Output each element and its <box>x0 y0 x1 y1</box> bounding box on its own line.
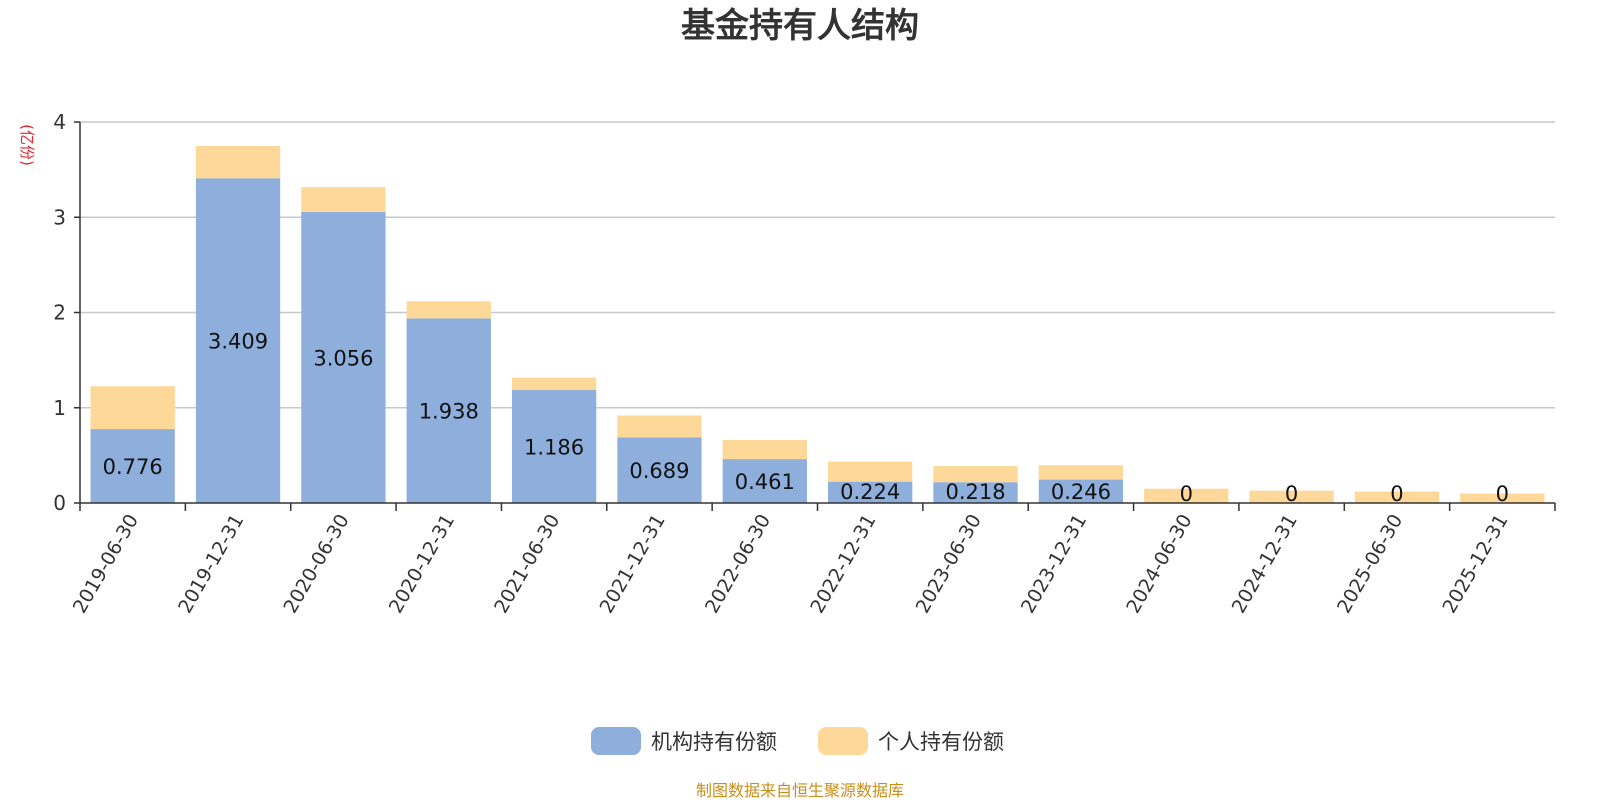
data-label: 0.224 <box>840 480 900 504</box>
bar-individual <box>1460 493 1545 503</box>
bar-individual <box>1354 491 1440 503</box>
data-label: 0.218 <box>945 480 1005 504</box>
legend-label: 个人持有份额 <box>878 730 1004 754</box>
bar-institutional <box>617 437 702 503</box>
y-tick-label: 1 <box>53 396 66 420</box>
data-label: 1.938 <box>419 400 479 424</box>
bar-institutional <box>301 211 386 503</box>
y-tick-label: 4 <box>53 110 66 134</box>
bar-institutional <box>1038 479 1124 503</box>
x-tick-label: 2021-12-31 <box>596 511 670 618</box>
data-label: 0.461 <box>735 470 795 494</box>
legend-label: 机构持有份额 <box>651 730 777 754</box>
bar-institutional <box>195 178 281 503</box>
x-tick-label: 2022-12-31 <box>806 511 880 618</box>
legend-item[interactable]: 机构持有份额 <box>591 727 777 755</box>
x-tick-label: 2024-06-30 <box>1122 511 1196 618</box>
data-label: 0 <box>1180 482 1193 506</box>
x-tick-label: 2021-06-30 <box>490 511 564 618</box>
x-tick-label: 2020-12-31 <box>385 511 459 618</box>
data-label: 0.689 <box>629 459 689 483</box>
y-tick-label: 3 <box>53 205 66 229</box>
bar-individual <box>828 461 913 482</box>
data-label: 0 <box>1285 482 1298 506</box>
bar-individual <box>195 145 281 179</box>
bars <box>90 145 1545 503</box>
bar-individual <box>1144 488 1229 503</box>
data-labels: 0.776 3.409 3.056 1.938 1.186 0.689 0.461 0.224… <box>103 330 1509 506</box>
data-label: 0 <box>1496 482 1509 506</box>
data-label: 0 <box>1390 482 1403 506</box>
bar-individual <box>90 386 175 430</box>
bar-individual <box>617 415 702 438</box>
y-tick-label: 2 <box>53 301 66 325</box>
bar-individual <box>722 440 807 460</box>
bar-institutional <box>828 481 913 503</box>
data-label: 0.776 <box>103 455 163 479</box>
x-tick-label: 2025-12-31 <box>1438 511 1512 618</box>
bar-institutional <box>933 482 1018 503</box>
bar-institutional <box>406 318 491 503</box>
data-label: 1.186 <box>524 436 584 460</box>
x-tick-label: 2025-06-30 <box>1333 511 1407 618</box>
legend-swatch <box>818 727 868 755</box>
bar-individual <box>406 301 491 319</box>
chart-title: 基金持有人结构 <box>681 6 919 46</box>
legend[interactable]: 机构持有份额 个人持有份额 <box>591 727 1004 755</box>
x-tick-label: 2019-06-30 <box>69 511 143 618</box>
x-tick-label: 2023-06-30 <box>912 510 986 617</box>
x-tick-label: 2019-12-31 <box>174 511 248 618</box>
x-tick-label: 2020-06-30 <box>279 511 353 618</box>
legend-item[interactable]: 个人持有份额 <box>818 727 1004 755</box>
y-axis-unit: (亿份) <box>18 124 36 166</box>
x-tick-label: 2023-12-31 <box>1017 511 1091 618</box>
data-label: 3.056 <box>313 346 373 370</box>
bar-institutional <box>722 459 807 503</box>
bar-individual <box>301 187 386 212</box>
x-tick-label: 2022-06-30 <box>701 511 775 618</box>
bar-institutional <box>511 390 597 503</box>
data-label: 0.246 <box>1051 480 1111 504</box>
y-tick-label: 0 <box>53 491 66 515</box>
x-tick-label: 2024-12-31 <box>1228 511 1302 618</box>
bar-individual <box>511 377 597 391</box>
bar-individual <box>933 466 1018 483</box>
source-note: 制图数据来自恒生聚源数据库 <box>696 781 904 800</box>
bar-individual <box>1038 465 1124 480</box>
data-label: 3.409 <box>208 330 268 354</box>
bar-individual <box>1249 490 1334 503</box>
legend-swatch <box>591 727 641 755</box>
bar-institutional <box>90 429 175 503</box>
